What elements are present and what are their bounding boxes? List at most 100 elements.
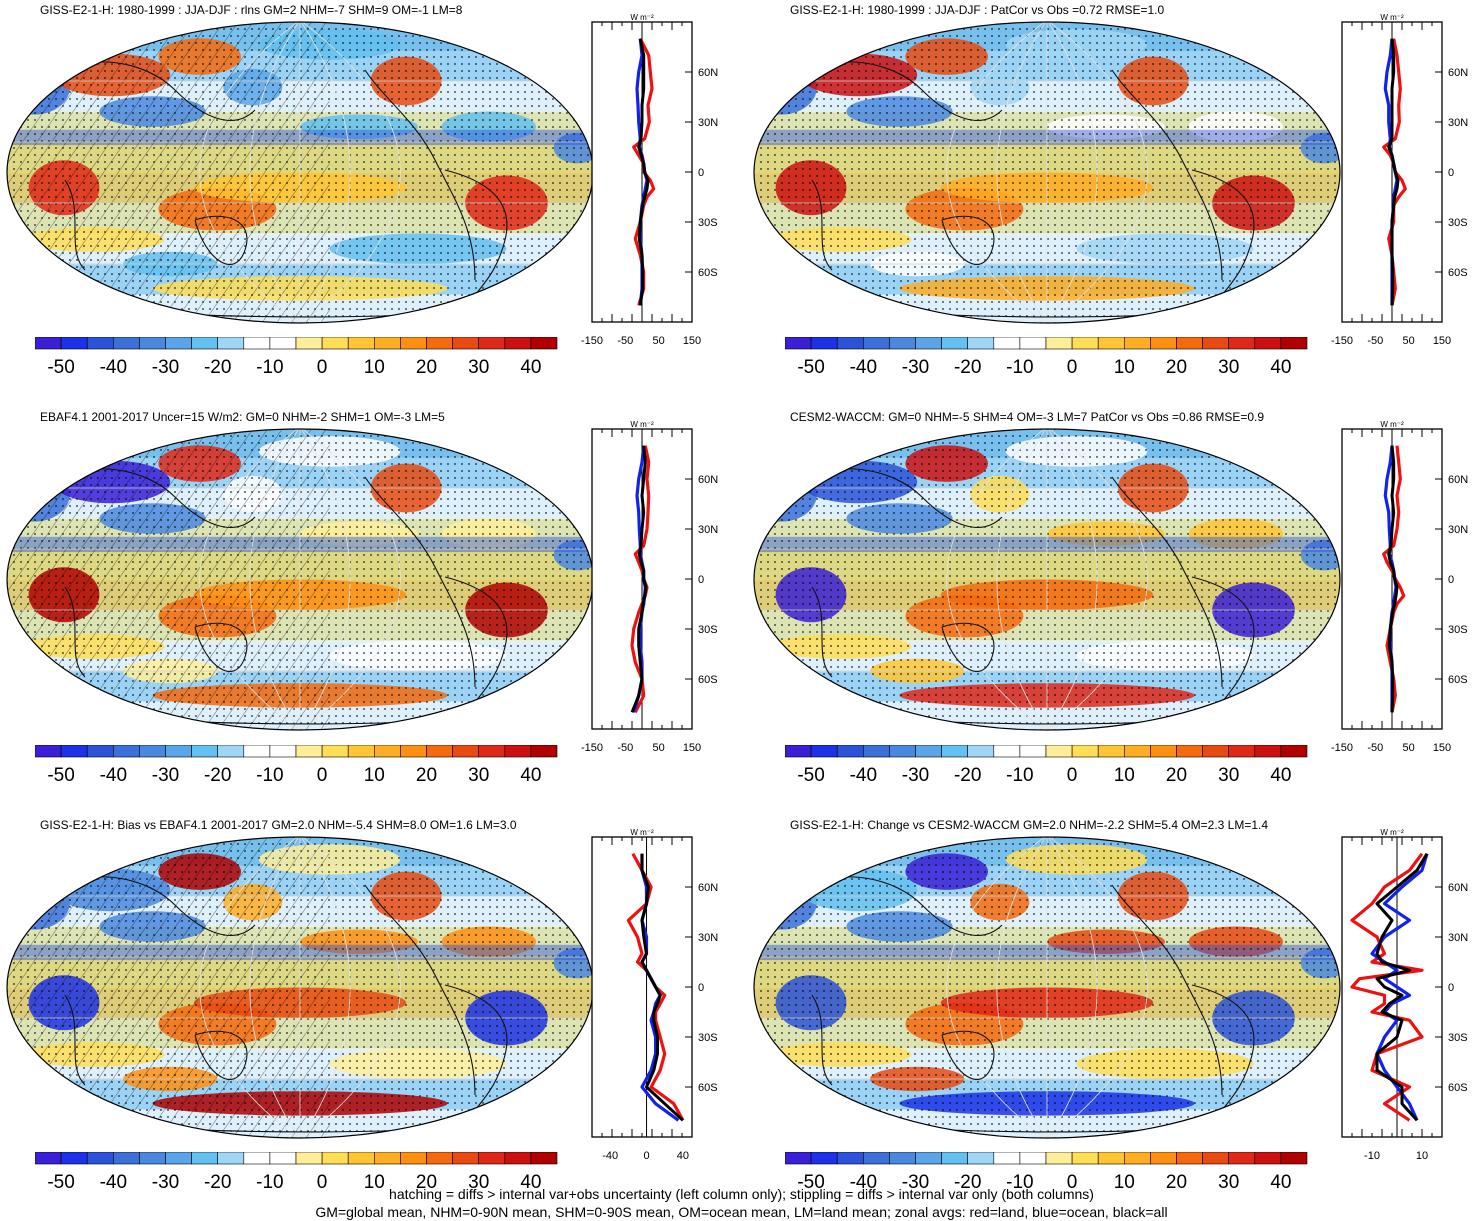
- panel-title: GISS-E2-1-H: Change vs CESM2-WACCM GM=2.…: [790, 818, 1269, 832]
- colorbar-label: -50: [47, 765, 74, 786]
- colorbar-swatch: [530, 745, 558, 758]
- colorbar-swatch: [993, 745, 1021, 758]
- colorbar-label: 20: [416, 1172, 437, 1193]
- lat-tick-label: 30N: [698, 524, 718, 536]
- colorbar-label: 30: [1218, 1172, 1239, 1193]
- zonal-line-all: [637, 38, 650, 306]
- colorbar-swatch: [400, 1152, 427, 1165]
- lat-tick-label: 60S: [1448, 267, 1468, 279]
- lat-tick-label: 0: [698, 982, 704, 994]
- colorbar-swatch: [165, 745, 192, 758]
- colorbar-label: -10: [1006, 765, 1033, 786]
- x-tick-label: -50: [617, 742, 633, 754]
- colorbar-label: -30: [902, 765, 929, 786]
- colorbar-swatch: [295, 337, 323, 350]
- lat-tick-label: 30S: [1448, 1032, 1468, 1044]
- zonal-mean-plot: 60N 30N 0 30S 60S W m⁻² -150 -50 50 150: [1331, 13, 1468, 347]
- map-plot: [6, 428, 594, 731]
- colorbar-swatch: [426, 745, 453, 758]
- x-tick-label: -150: [581, 335, 603, 347]
- colorbar-swatch: [967, 337, 995, 350]
- colorbar-swatch: [426, 1152, 453, 1165]
- colorbar-label: -20: [954, 765, 981, 786]
- colorbar-swatch: [1071, 1152, 1099, 1165]
- colorbar-swatch: [1097, 1152, 1125, 1165]
- colorbar-label: -20: [954, 1172, 981, 1193]
- colorbar-swatch: [452, 337, 480, 350]
- x-tick-label: 40: [677, 1150, 689, 1162]
- x-tick-label: 50: [1403, 335, 1415, 347]
- lat-tick-label: 30S: [1448, 624, 1468, 636]
- colorbar-swatch: [35, 337, 62, 350]
- colorbar-swatch: [269, 337, 297, 350]
- colorbar-swatch: [889, 1152, 916, 1165]
- colorbar-label: 40: [520, 765, 541, 786]
- colorbar-label: -20: [204, 1172, 231, 1193]
- colorbar-swatch: [269, 1152, 297, 1165]
- lat-tick-label: 0: [1448, 167, 1454, 179]
- colorbar-label: -40: [100, 357, 127, 378]
- colorbar-swatch: [1045, 745, 1073, 758]
- colorbar-label: 10: [1114, 357, 1135, 378]
- colorbar-swatch: [785, 1152, 812, 1165]
- colorbar-swatch: [452, 745, 480, 758]
- colorbar-swatch: [785, 337, 812, 350]
- zonal-mean-plot: 60N 30N 0 30S 60S W m⁻² -150 -50 50 150: [581, 13, 718, 347]
- lat-tick-label: 60N: [1448, 474, 1468, 486]
- colorbar-label: 20: [416, 765, 437, 786]
- colorbar-label: 0: [317, 1172, 328, 1193]
- colorbar-label: -20: [204, 357, 231, 378]
- lat-tick-label: 60S: [698, 1082, 718, 1094]
- colorbar-label: -50: [797, 1172, 824, 1193]
- colorbar-label: -40: [100, 1172, 127, 1193]
- x-tick-label: -10: [1364, 1150, 1380, 1162]
- lat-tick-label: 60N: [698, 474, 718, 486]
- colorbar-label: 40: [1270, 1172, 1291, 1193]
- colorbar-label: 30: [1218, 765, 1239, 786]
- colorbar-label: 0: [317, 357, 328, 378]
- colorbar-swatch: [863, 1152, 890, 1165]
- colorbar-swatch: [191, 745, 219, 758]
- colorbar-swatch: [1202, 337, 1230, 350]
- colorbar-label: 10: [1114, 765, 1135, 786]
- colorbar-swatch: [785, 745, 812, 758]
- colorbar-label: -30: [152, 357, 179, 378]
- units-label: W m⁻²: [1380, 828, 1404, 837]
- colorbar-swatch: [295, 745, 323, 758]
- zonal-line-all: [630, 445, 648, 713]
- x-tick-label: 50: [653, 335, 665, 347]
- colorbar-swatch: [1254, 337, 1282, 350]
- colorbar-label: 20: [1166, 765, 1187, 786]
- panel-title: GISS-E2-1-H: Bias vs EBAF4.1 2001-2017 G…: [40, 818, 517, 832]
- zonal-mean-plot: 60N 30N 0 30S 60S W m⁻² -40 0 40: [591, 828, 718, 1162]
- panel-title: CESM2-WACCM: GM=0 NHM=-5 SHM=4 OM=-3 LM=…: [790, 410, 1265, 424]
- zonal-mean-plot: 60N 30N 0 30S 60S W m⁻² -150 -50 50 150: [1331, 420, 1468, 754]
- x-tick-label: 0: [643, 1150, 649, 1162]
- lat-tick-label: 30S: [698, 1032, 718, 1044]
- x-tick-label: 150: [1433, 335, 1451, 347]
- lat-tick-label: 60S: [1448, 1082, 1468, 1094]
- colorbar-label: 30: [468, 765, 489, 786]
- colorbar-label: 10: [364, 1172, 385, 1193]
- colorbar-label: 40: [520, 1172, 541, 1193]
- x-tick-label: -50: [617, 335, 633, 347]
- zonal-mean-plot: 60N 30N 0 30S 60S W m⁻² -10 10: [1341, 828, 1468, 1162]
- colorbar-swatch: [452, 1152, 480, 1165]
- colorbar-swatch: [1280, 337, 1308, 350]
- lat-tick-label: 60S: [698, 267, 718, 279]
- colorbar-swatch: [1071, 337, 1099, 350]
- colorbar-swatch: [1254, 1152, 1282, 1165]
- lat-tick-label: 60N: [698, 67, 718, 79]
- colorbar-swatch: [810, 337, 838, 350]
- colorbar-swatch: [1254, 745, 1282, 758]
- lat-tick-label: 60N: [698, 882, 718, 894]
- colorbar-label: -30: [902, 1172, 929, 1193]
- colorbar-swatch: [504, 1152, 532, 1165]
- colorbar-swatch: [243, 745, 271, 758]
- colorbar-swatch: [1280, 1152, 1308, 1165]
- colorbar-swatch: [1019, 1152, 1047, 1165]
- colorbar-swatch: [915, 745, 942, 758]
- panel-title: GISS-E2-1-H: 1980-1999 : JJA-DJF : PatCo…: [790, 3, 1165, 17]
- colorbar-swatch: [113, 337, 140, 350]
- colorbar-swatch: [1176, 337, 1203, 350]
